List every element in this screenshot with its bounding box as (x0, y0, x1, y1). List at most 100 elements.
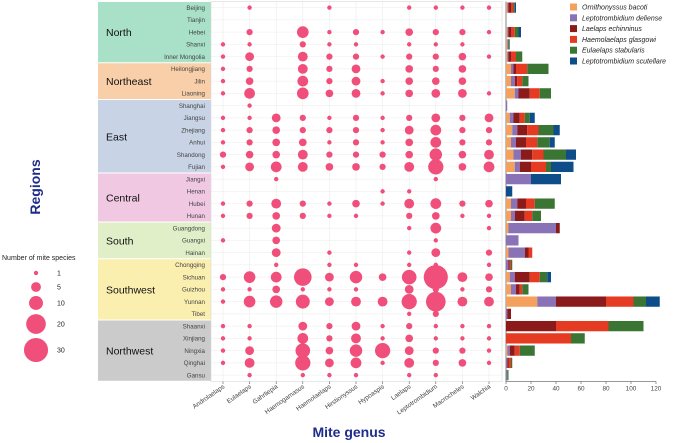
size-legend-circle (26, 314, 46, 334)
bubble-point (220, 348, 226, 353)
bar-segment (571, 333, 585, 344)
bubble-point (271, 223, 281, 233)
size-legend-label: 30 (57, 348, 65, 355)
region-label: Southwest (106, 284, 155, 296)
bubble-point (297, 161, 308, 172)
bubble-point (245, 346, 255, 356)
bar-tick-label: 60 (577, 386, 585, 393)
bar-segment (608, 320, 644, 332)
bar-segment (534, 198, 555, 209)
bubble-point (272, 126, 281, 134)
bar-segment (507, 345, 510, 356)
bubble-point (484, 149, 494, 160)
bubble-point (380, 189, 385, 194)
bar-segment (506, 198, 511, 209)
bubble-point (459, 29, 466, 36)
bar-segment (529, 88, 540, 99)
region-label: East (106, 131, 127, 143)
bar-tick-label: 40 (552, 386, 560, 393)
series-legend-swatch (570, 14, 577, 22)
bar-segment (508, 26, 511, 38)
bar-segment (519, 161, 531, 173)
bubble-point (351, 88, 361, 98)
bubble-point (353, 287, 359, 292)
bubble-point (460, 323, 465, 329)
bubble-point (432, 359, 439, 366)
bubble-point (459, 139, 466, 146)
bar-segment (506, 88, 515, 99)
series-legend-swatch (570, 35, 577, 43)
bubble-point (380, 115, 385, 121)
bubble-point (431, 77, 440, 85)
bubble-point (245, 162, 255, 172)
bar-segment (633, 296, 646, 307)
bubble-point (486, 348, 492, 353)
bar-segment (506, 271, 510, 283)
province-label: Jiangxi (186, 176, 205, 183)
bubble-point (325, 272, 334, 282)
bubble-point (220, 323, 226, 329)
bar-segment (507, 357, 509, 369)
bar-segment (512, 124, 518, 136)
province-label: Hainan (185, 250, 205, 257)
bubble-point (325, 297, 334, 307)
size-legend-circle (29, 296, 43, 310)
bar-segment (509, 271, 515, 283)
bubble-point (380, 360, 385, 366)
bubble-point (380, 54, 385, 59)
bubble-point (380, 127, 385, 133)
bar-segment (513, 112, 520, 124)
size-legend-title: Number of mite species (2, 255, 76, 262)
bubble-point (407, 262, 412, 268)
region-label: Northwest (106, 346, 153, 358)
bar-segment (514, 75, 518, 87)
bubble-point (297, 332, 309, 344)
bubble-point (457, 272, 468, 283)
bubble-point (352, 199, 360, 208)
bubble-point (458, 65, 467, 73)
bar-segment (509, 259, 511, 271)
bar-segment (516, 63, 528, 75)
bubble-point (327, 201, 332, 206)
bubble-point (220, 78, 226, 84)
bubble-point (483, 161, 495, 173)
size-legend-label: 10 (57, 301, 65, 308)
bubble-point (220, 66, 226, 72)
genus-tick-label: Laelaps (390, 383, 412, 402)
series-legend-label: Laelaps echinninus (582, 26, 642, 33)
bubble-point (351, 333, 361, 344)
bar-segment (514, 271, 530, 283)
bar-segment (506, 369, 508, 381)
series-legend: Ornithonyssus bacoti Leptotrombidium deli… (565, 0, 674, 66)
bubble-point (327, 213, 332, 219)
bar-segment (511, 2, 514, 13)
bubble-point (296, 87, 309, 100)
province-label: Henan (187, 189, 206, 196)
bubble-point (245, 77, 254, 85)
bubble-point (486, 29, 492, 35)
bubble-point (327, 5, 332, 10)
bubble-point (247, 372, 252, 378)
bubble-point (326, 127, 333, 134)
bar-segment (506, 186, 513, 197)
series-legend-label: Eulaelaps stabularis (582, 48, 645, 55)
bubble-point (299, 212, 306, 219)
bubble-point (430, 136, 442, 148)
bubble-point (294, 268, 312, 286)
province-label: Jilin (194, 78, 205, 85)
bubble-point (299, 114, 306, 121)
bubble-point (353, 42, 359, 47)
bubbles (219, 5, 495, 378)
bubble-point (407, 250, 412, 255)
bubble-point (297, 75, 309, 87)
size-legend-label: 1 (57, 271, 61, 278)
bubble-point (433, 176, 438, 182)
bubble-point (433, 336, 438, 341)
bubble-point (353, 262, 359, 268)
bubble-point (432, 310, 439, 317)
bubble-point (380, 201, 385, 206)
bubble-point (327, 372, 332, 378)
bar-segment (506, 296, 538, 307)
bubble-point (486, 336, 492, 341)
bubble-point (326, 78, 333, 85)
